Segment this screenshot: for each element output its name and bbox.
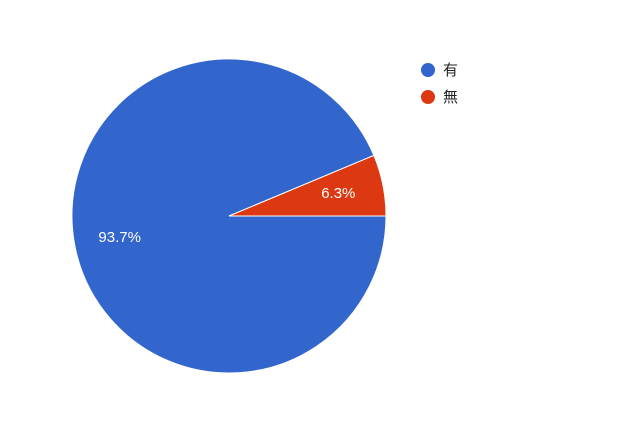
legend-marker <box>421 90 435 104</box>
slice-label: 93.7% <box>98 229 141 246</box>
legend-label: 無 <box>443 89 458 106</box>
legend-label: 有 <box>443 62 458 79</box>
pie-slice <box>71 58 387 374</box>
slice-label: 6.3% <box>321 185 355 202</box>
legend-marker <box>421 63 435 77</box>
pie-slice <box>228 154 387 217</box>
